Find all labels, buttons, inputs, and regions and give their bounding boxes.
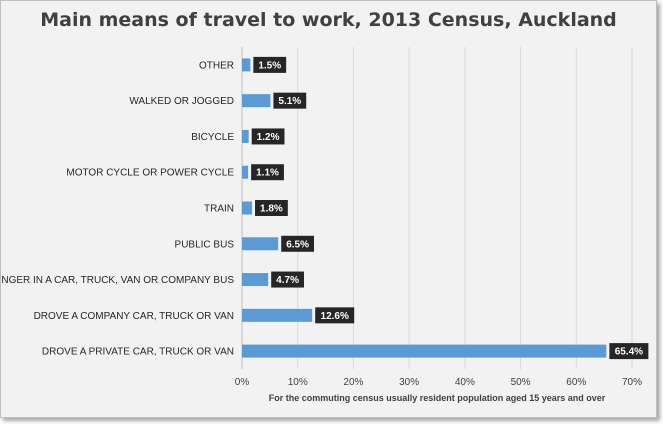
category-label: WALKED OR JOGGED <box>129 96 234 107</box>
chart-plot: 0% 10% 20% 30% 40% 50% 60% 70% OTHER 1.5% WALKED O… <box>1 47 649 403</box>
data-label: 6.5% <box>286 239 309 250</box>
category-label: DROVE A COMPANY CAR, TRUCK OR VAN <box>34 311 234 322</box>
data-label-box <box>253 56 287 73</box>
category-label: MOTOR CYCLE OR POWER CYCLE <box>66 168 234 179</box>
bar <box>242 129 249 143</box>
data-label: 1.5% <box>258 60 281 71</box>
data-label: 4.7% <box>276 275 299 286</box>
bar <box>242 237 279 251</box>
data-label-box <box>315 307 355 324</box>
x-tick-label: 60% <box>566 377 586 388</box>
bar <box>242 58 251 72</box>
category-label: OTHER <box>199 60 234 71</box>
category-label: BICYCLE <box>191 132 234 143</box>
data-label: 5.1% <box>278 96 301 107</box>
x-tick-label: 0% <box>235 377 250 388</box>
x-tick-label: 70% <box>622 377 642 388</box>
data-label: 65.4% <box>615 347 643 358</box>
category-label: DROVE A PRIVATE CAR, TRUCK OR VAN <box>42 347 234 358</box>
data-label-box <box>609 343 649 360</box>
data-label: 1.1% <box>256 168 279 179</box>
data-label-box <box>251 164 284 181</box>
bar <box>242 273 269 287</box>
data-label: 1.8% <box>260 204 283 215</box>
x-tick-label: 40% <box>455 377 475 388</box>
bar <box>242 344 607 358</box>
chart-title: Main means of travel to work, 2013 Censu… <box>40 9 617 31</box>
bar <box>242 308 313 322</box>
category-label: TRAIN <box>204 204 234 215</box>
data-label: 12.6% <box>321 311 349 322</box>
bar <box>242 165 249 179</box>
data-label-box <box>271 271 304 288</box>
data-label-box <box>251 128 285 145</box>
bar <box>242 94 271 108</box>
x-tick-label: 50% <box>511 377 531 388</box>
bar <box>242 201 253 215</box>
data-label: 1.2% <box>257 132 280 143</box>
data-label-box <box>255 200 288 216</box>
data-label-box <box>273 92 307 109</box>
chart-frame: Main means of travel to work, 2013 Censu… <box>0 0 657 418</box>
x-tick-label: 10% <box>288 377 308 388</box>
x-tick-label: 30% <box>399 377 419 388</box>
x-tick-label: 20% <box>343 377 363 388</box>
category-label: PASSENGER IN A CAR, TRUCK, VAN OR COMPAN… <box>1 275 234 286</box>
category-label: PUBLIC BUS <box>175 239 235 250</box>
x-axis-title: For the commuting census usually residen… <box>269 393 606 403</box>
data-label-box <box>281 235 315 252</box>
